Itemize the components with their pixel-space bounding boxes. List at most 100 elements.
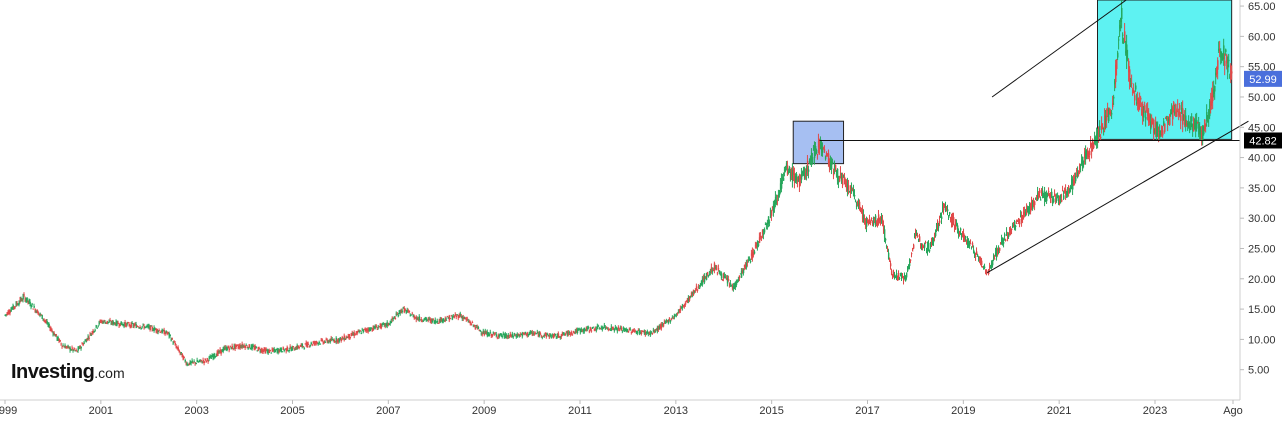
candle-body (842, 175, 845, 177)
candle-body (195, 362, 198, 364)
candle-body (798, 178, 801, 187)
candle (399, 309, 402, 316)
candle-body (269, 349, 272, 351)
candle (1062, 185, 1064, 192)
candle-body (388, 323, 391, 325)
candle-body (334, 341, 337, 343)
x-tick-label: 2009 (472, 405, 496, 417)
candle (1137, 91, 1139, 111)
candle-body (1206, 112, 1208, 122)
candle-body (11, 308, 13, 310)
candle-body (1177, 103, 1179, 105)
candle-body (104, 321, 106, 324)
candle (1184, 110, 1186, 128)
candle (471, 320, 474, 324)
candle (909, 259, 912, 263)
candle (82, 342, 84, 347)
candle-body (1134, 95, 1136, 101)
candle (361, 327, 364, 331)
candle (757, 241, 760, 248)
candle-body (406, 310, 409, 312)
candle (714, 264, 717, 270)
candle (260, 347, 263, 353)
candle-body (1093, 143, 1095, 148)
candle-body (982, 266, 984, 268)
candle-body (1229, 76, 1231, 78)
candle (128, 322, 130, 327)
candle-body (811, 157, 814, 164)
candle (800, 167, 803, 184)
candle-body (942, 206, 944, 210)
candle (708, 270, 711, 276)
candle (672, 316, 675, 320)
candle (60, 342, 62, 346)
candle (587, 325, 590, 330)
candle (1033, 197, 1035, 208)
candle (977, 253, 979, 257)
candle-body (536, 331, 539, 333)
candle-body (1137, 98, 1139, 104)
candle (354, 333, 357, 336)
candle (143, 323, 145, 330)
candle-body (305, 342, 308, 346)
candle (582, 328, 585, 334)
candle (52, 331, 54, 337)
candle-body (1054, 193, 1056, 196)
candle (729, 280, 732, 287)
candle-body (51, 330, 53, 332)
candle (755, 242, 758, 249)
candle (514, 333, 517, 337)
candle (1227, 56, 1229, 80)
candle (991, 260, 993, 270)
candle-body (316, 342, 319, 344)
candle (34, 308, 36, 313)
y-tick-label: 50.00 (1248, 92, 1276, 104)
candle (604, 325, 607, 330)
candle (1167, 115, 1169, 132)
candle-body (917, 239, 920, 242)
candle-body (788, 167, 791, 173)
candle-body (189, 360, 192, 365)
candle-body (524, 331, 527, 335)
candle-body (254, 345, 257, 349)
candle-body (477, 326, 480, 329)
candle-body (659, 325, 662, 328)
candle-body (214, 356, 217, 358)
candle-body (599, 328, 602, 330)
candle-body (302, 346, 305, 348)
candle-body (46, 321, 48, 324)
candle-body (781, 177, 784, 179)
candle (186, 361, 188, 367)
candle-body (370, 327, 373, 329)
candle (1153, 118, 1155, 141)
candle-body (170, 339, 172, 341)
candle (501, 334, 504, 339)
candle-body (220, 349, 223, 354)
candle-body (802, 169, 805, 175)
candle-body (650, 332, 653, 334)
candle-body (476, 326, 479, 328)
candle (308, 345, 311, 348)
candle-body (26, 297, 28, 302)
candle-body (159, 331, 161, 333)
candle (914, 228, 917, 240)
candle-body (780, 179, 783, 189)
candle (1025, 209, 1027, 217)
candle (39, 312, 41, 318)
candle-body (1158, 133, 1160, 138)
candle (904, 275, 907, 282)
candle (875, 220, 878, 227)
candle-body (872, 221, 875, 225)
candle (926, 247, 928, 254)
candle (532, 331, 535, 336)
candle-body (581, 329, 584, 331)
candle-body (88, 337, 90, 339)
candle-body (527, 334, 530, 336)
y-tick-label: 65.00 (1248, 1, 1276, 13)
candle-body (938, 226, 940, 228)
candle-body (991, 263, 993, 267)
candle (704, 275, 707, 280)
candle (256, 350, 259, 352)
candle (866, 217, 869, 224)
candle (835, 169, 838, 178)
